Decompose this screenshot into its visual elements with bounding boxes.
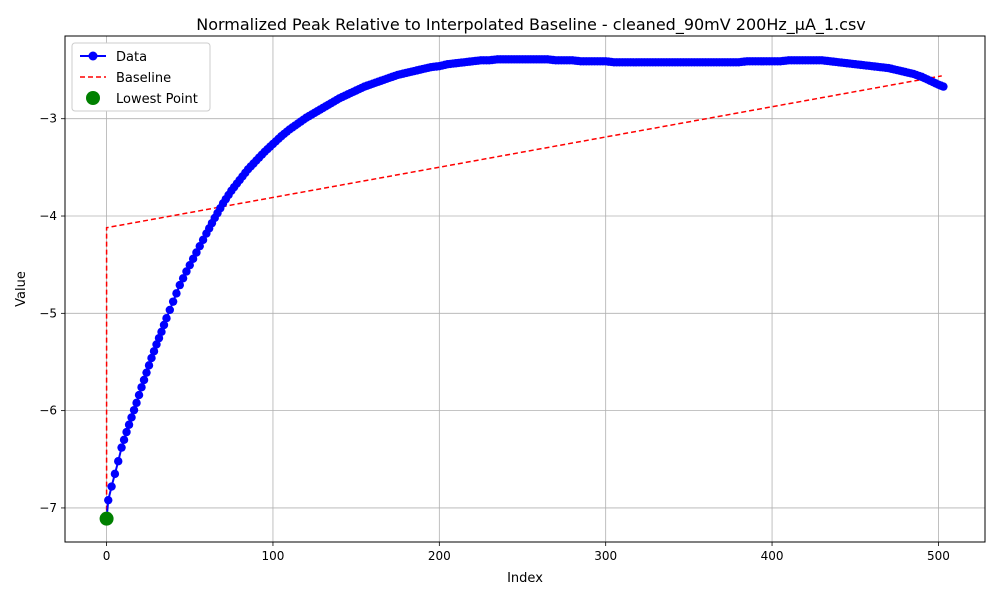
- data-point: [124, 420, 134, 429]
- data-point: [147, 353, 156, 363]
- legend-baseline-label: Baseline: [116, 71, 171, 86]
- data-point: [122, 427, 131, 437]
- data-point: [107, 482, 116, 491]
- x-tick-label: 400: [761, 549, 784, 563]
- baseline-line: [105, 75, 942, 519]
- data-point: [132, 398, 141, 408]
- legend-data-marker: [88, 51, 98, 61]
- data-point: [154, 333, 164, 343]
- data-point: [139, 375, 149, 385]
- data-point: [144, 361, 154, 370]
- data-point: [129, 405, 139, 415]
- data-point: [172, 289, 181, 298]
- series-layer: [99, 55, 948, 526]
- legend-data-label: Data: [116, 50, 147, 65]
- x-tick-label: 100: [262, 549, 285, 563]
- data-point: [114, 457, 123, 466]
- data-point: [137, 383, 146, 392]
- data-point: [162, 313, 171, 323]
- data-point: [168, 297, 178, 306]
- y-tick-label: −7: [39, 501, 57, 515]
- grid: [65, 36, 985, 542]
- x-tick-label: 0: [103, 549, 111, 563]
- legend: Data Baseline Lowest Point: [71, 42, 211, 112]
- y-tick-label: −4: [39, 209, 57, 223]
- data-point: [175, 280, 184, 290]
- data-point: [195, 241, 204, 251]
- data-point: [192, 248, 201, 257]
- legend-box: [71, 42, 211, 112]
- data-point: [188, 254, 198, 264]
- data-point: [185, 260, 194, 270]
- x-tick-label: 300: [594, 549, 617, 563]
- data-point: [134, 390, 144, 400]
- data-point: [178, 274, 188, 283]
- data-point: [104, 495, 113, 505]
- data-point: [149, 347, 159, 356]
- chart-title: Normalized Peak Relative to Interpolated…: [196, 15, 866, 35]
- data-point: [159, 320, 169, 330]
- y-tick-label: −6: [39, 404, 57, 418]
- legend-lowest-label: Lowest Point: [116, 92, 198, 107]
- x-tick-label: 200: [428, 549, 451, 563]
- y-axis-label: Value: [14, 271, 29, 307]
- y-tick-label: −3: [39, 112, 57, 126]
- y-axis-ticks: −7 −6 −5 −4 −3: [39, 112, 65, 515]
- data-point: [117, 443, 126, 452]
- lowest-point-marker: [99, 511, 114, 526]
- data-point: [165, 305, 175, 315]
- y-tick-label: −5: [39, 306, 57, 320]
- data-point: [152, 340, 161, 349]
- x-tick-label: 500: [927, 549, 950, 563]
- data-point: [157, 327, 166, 337]
- data-point: [119, 435, 129, 445]
- legend-lowest-marker: [86, 91, 100, 105]
- x-axis-label: Index: [507, 571, 543, 586]
- data-point: [198, 235, 208, 245]
- data-point: [142, 368, 151, 377]
- data-point: [182, 267, 191, 276]
- data-point: [939, 82, 948, 91]
- data-point: [127, 413, 136, 422]
- plot-frame: [64, 35, 986, 543]
- data-point: [110, 469, 120, 479]
- x-axis-ticks: 0 100 200 300 400 500: [103, 542, 950, 563]
- plot-area: [65, 36, 985, 542]
